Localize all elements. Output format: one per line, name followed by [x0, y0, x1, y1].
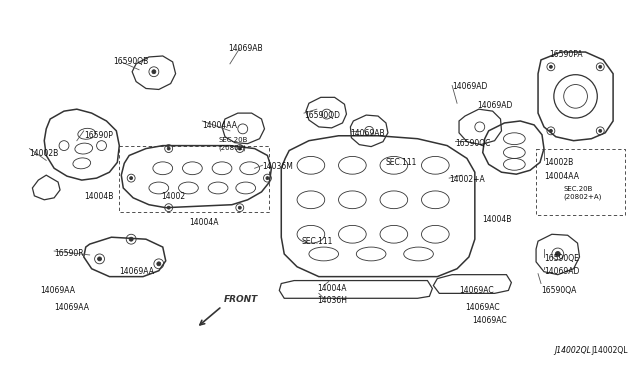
Circle shape [266, 177, 269, 180]
Circle shape [238, 147, 241, 150]
Text: (20802): (20802) [218, 145, 246, 151]
Circle shape [130, 177, 132, 180]
Text: 14069AD: 14069AD [544, 267, 579, 276]
Text: 14004A: 14004A [317, 283, 346, 292]
Text: 14002B: 14002B [544, 158, 573, 167]
Text: FRONT: FRONT [224, 295, 259, 304]
Circle shape [167, 147, 170, 150]
Text: SEC.20B: SEC.20B [564, 186, 593, 192]
Circle shape [167, 206, 170, 209]
Text: 14002: 14002 [161, 192, 185, 201]
Text: 14069AA: 14069AA [54, 303, 89, 312]
Text: 16590QB: 16590QB [113, 57, 148, 66]
Circle shape [599, 129, 602, 132]
Text: 14004A: 14004A [189, 218, 219, 227]
Text: 16590R: 16590R [54, 249, 84, 258]
Text: 14069AC: 14069AC [459, 286, 493, 295]
Text: 14004B: 14004B [482, 215, 511, 224]
Text: 14069AB: 14069AB [228, 44, 262, 53]
Text: SEC.111: SEC.111 [386, 158, 417, 167]
Circle shape [152, 70, 156, 74]
Text: 14069AC: 14069AC [472, 316, 506, 325]
Circle shape [556, 251, 560, 256]
Text: 16590QE: 16590QE [544, 254, 579, 263]
Text: (20802+A): (20802+A) [564, 194, 602, 201]
Text: 16590PA: 16590PA [549, 50, 582, 59]
Text: 14002B: 14002B [29, 148, 59, 158]
Text: J14002QL: J14002QL [554, 346, 591, 355]
Text: 14004AA: 14004AA [544, 172, 579, 181]
Text: 16590QC: 16590QC [455, 139, 490, 148]
Text: 14004AA: 14004AA [202, 121, 237, 130]
Circle shape [129, 237, 133, 241]
Text: 14069AD: 14069AD [452, 81, 488, 91]
Text: J14002QL: J14002QL [591, 346, 628, 355]
Circle shape [157, 262, 161, 266]
Text: 14069AA: 14069AA [40, 286, 76, 295]
Circle shape [549, 65, 552, 68]
Circle shape [549, 129, 552, 132]
Text: 14069AB: 14069AB [351, 129, 385, 138]
Circle shape [599, 65, 602, 68]
Text: SEC.20B: SEC.20B [218, 137, 248, 143]
Text: 14069AA: 14069AA [119, 267, 154, 276]
Text: 14002+A: 14002+A [449, 175, 485, 184]
Text: 14069AD: 14069AD [477, 101, 512, 110]
Text: 14004B: 14004B [84, 192, 113, 201]
Text: 16590P: 16590P [84, 131, 113, 140]
Text: SEC.111: SEC.111 [301, 237, 332, 246]
Circle shape [238, 206, 241, 209]
Text: 14036H: 14036H [317, 296, 347, 305]
Text: 14069AC: 14069AC [465, 303, 500, 312]
Text: 16590QD: 16590QD [304, 111, 340, 120]
Text: 16590QA: 16590QA [541, 286, 577, 295]
Text: 14036M: 14036M [262, 162, 293, 171]
Circle shape [97, 257, 102, 261]
